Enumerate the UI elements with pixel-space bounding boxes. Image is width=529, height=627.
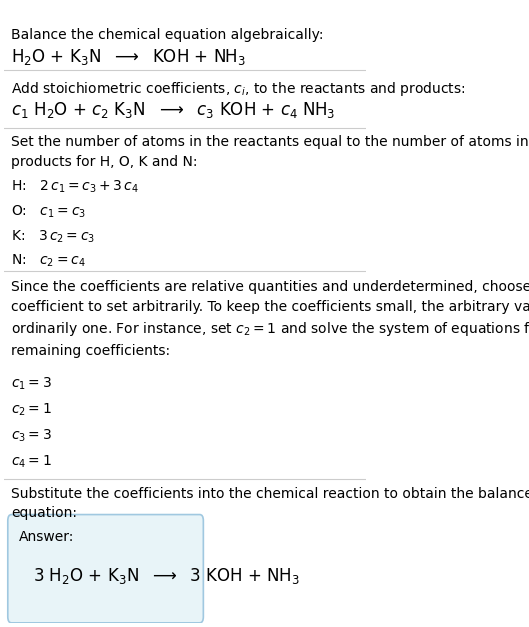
Text: Answer:: Answer: <box>19 530 74 544</box>
Text: K:   $3\,c_2 = c_3$: K: $3\,c_2 = c_3$ <box>12 228 96 245</box>
Text: Substitute the coefficients into the chemical reaction to obtain the balanced
eq: Substitute the coefficients into the che… <box>12 487 529 520</box>
Text: H$_2$O + K$_3$N  $\longrightarrow$  KOH + NH$_3$: H$_2$O + K$_3$N $\longrightarrow$ KOH + … <box>12 48 247 68</box>
Text: $c_1$ H$_2$O + $c_2$ K$_3$N  $\longrightarrow$  $c_3$ KOH + $c_4$ NH$_3$: $c_1$ H$_2$O + $c_2$ K$_3$N $\longrighta… <box>12 100 336 120</box>
FancyBboxPatch shape <box>8 515 203 623</box>
Text: Balance the chemical equation algebraically:: Balance the chemical equation algebraica… <box>12 28 324 41</box>
Text: 3 H$_2$O + K$_3$N  $\longrightarrow$  3 KOH + NH$_3$: 3 H$_2$O + K$_3$N $\longrightarrow$ 3 KO… <box>33 566 300 586</box>
Text: Since the coefficients are relative quantities and underdetermined, choose a
coe: Since the coefficients are relative quan… <box>12 280 529 357</box>
Text: O:   $c_1 = c_3$: O: $c_1 = c_3$ <box>12 203 86 220</box>
Text: Add stoichiometric coefficients, $c_i$, to the reactants and products:: Add stoichiometric coefficients, $c_i$, … <box>12 80 466 98</box>
Text: $c_3 = 3$: $c_3 = 3$ <box>12 428 52 444</box>
Text: H:   $2\,c_1 = c_3 + 3\,c_4$: H: $2\,c_1 = c_3 + 3\,c_4$ <box>12 179 140 195</box>
Text: $c_2 = 1$: $c_2 = 1$ <box>12 401 52 418</box>
Text: $c_4 = 1$: $c_4 = 1$ <box>12 453 52 470</box>
Text: N:   $c_2 = c_4$: N: $c_2 = c_4$ <box>12 253 86 269</box>
Text: $c_1 = 3$: $c_1 = 3$ <box>12 376 52 392</box>
Text: Set the number of atoms in the reactants equal to the number of atoms in the
pro: Set the number of atoms in the reactants… <box>12 135 529 169</box>
